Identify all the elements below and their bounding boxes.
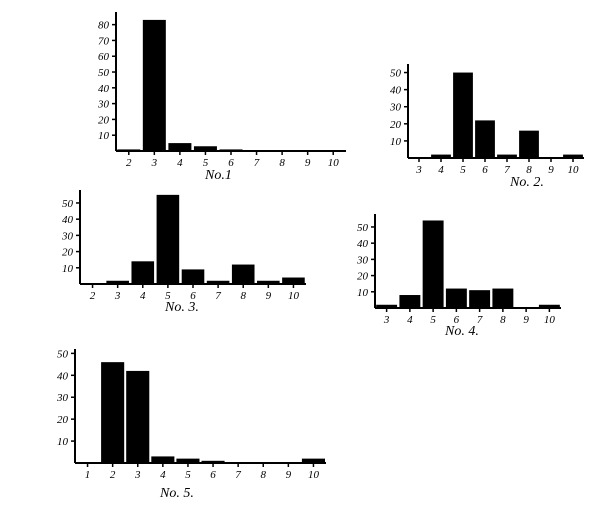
chart-no4: 1020304050345678910 <box>345 210 565 328</box>
y-tick-label: 10 <box>357 287 369 299</box>
y-tick-label: 30 <box>97 99 110 111</box>
y-tick-label: 50 <box>57 348 69 360</box>
x-tick-label: 10 <box>328 157 340 169</box>
x-tick-label: 3 <box>151 157 158 169</box>
bar <box>131 261 154 284</box>
chart-no1: 10203040506070802345678910 <box>80 8 350 173</box>
y-tick-label: 40 <box>98 83 110 95</box>
x-tick-label: 3 <box>114 290 121 302</box>
x-tick-label: 10 <box>288 290 300 302</box>
y-tick-label: 40 <box>57 370 69 382</box>
y-tick-label: 20 <box>357 271 369 283</box>
y-tick-label: 30 <box>56 392 69 404</box>
chart-no2: 1020304050345678910 <box>378 60 588 178</box>
x-tick-label: 7 <box>235 469 241 481</box>
y-tick-label: 20 <box>390 119 402 131</box>
x-tick-label: 4 <box>140 290 146 302</box>
y-tick-label: 40 <box>357 238 369 250</box>
x-tick-label: 5 <box>460 164 466 176</box>
bar <box>475 120 495 158</box>
bar <box>469 290 490 308</box>
x-tick-label: 5 <box>185 469 191 481</box>
y-tick-label: 20 <box>98 114 110 126</box>
y-tick-label: 50 <box>390 68 402 80</box>
x-tick-label: 3 <box>383 314 390 326</box>
x-tick-label: 3 <box>134 469 141 481</box>
bar <box>182 269 205 284</box>
bar <box>126 371 149 463</box>
chart-label-no1: No.1 <box>205 168 232 184</box>
x-tick-label: 4 <box>160 469 166 481</box>
x-tick-label: 4 <box>438 164 444 176</box>
x-tick-label: 9 <box>286 469 292 481</box>
y-tick-label: 70 <box>98 35 110 47</box>
y-tick-label: 40 <box>62 214 74 226</box>
y-tick-label: 20 <box>62 247 74 259</box>
chart-label-no2: No. 2. <box>510 175 544 191</box>
x-tick-label: 8 <box>261 469 267 481</box>
bar <box>423 220 444 308</box>
x-tick-label: 6 <box>210 469 216 481</box>
y-tick-label: 30 <box>356 254 369 266</box>
x-tick-label: 3 <box>415 164 422 176</box>
x-tick-label: 2 <box>110 469 116 481</box>
chart-label-no5: No. 5. <box>160 486 194 502</box>
bar <box>101 362 124 463</box>
y-tick-label: 50 <box>62 198 74 210</box>
y-tick-label: 10 <box>57 436 69 448</box>
x-tick-label: 2 <box>90 290 96 302</box>
bar <box>453 73 473 158</box>
y-tick-label: 50 <box>98 67 110 79</box>
y-tick-label: 50 <box>357 222 369 234</box>
x-tick-label: 10 <box>544 314 556 326</box>
bar <box>232 265 255 284</box>
bar <box>143 20 166 151</box>
chart-label-no4: No. 4. <box>445 324 479 340</box>
y-tick-label: 10 <box>390 136 402 148</box>
chart-no3: 10203040502345678910 <box>50 186 310 304</box>
x-tick-label: 8 <box>240 290 246 302</box>
x-tick-label: 1 <box>85 469 91 481</box>
bar <box>519 131 539 158</box>
x-tick-label: 9 <box>523 314 529 326</box>
chart-label-no3: No. 3. <box>165 300 199 316</box>
x-tick-label: 7 <box>254 157 260 169</box>
x-tick-label: 4 <box>177 157 183 169</box>
x-tick-label: 8 <box>500 314 506 326</box>
x-tick-label: 6 <box>482 164 488 176</box>
x-tick-label: 4 <box>407 314 413 326</box>
bar <box>399 295 420 308</box>
x-tick-label: 7 <box>215 290 221 302</box>
y-tick-label: 60 <box>98 51 110 63</box>
y-tick-label: 40 <box>390 85 402 97</box>
x-tick-label: 9 <box>548 164 554 176</box>
x-tick-label: 8 <box>279 157 285 169</box>
bar <box>168 143 191 151</box>
y-tick-label: 10 <box>62 263 74 275</box>
y-tick-label: 10 <box>98 130 110 142</box>
x-tick-label: 5 <box>430 314 436 326</box>
x-tick-label: 10 <box>568 164 580 176</box>
x-tick-label: 9 <box>305 157 311 169</box>
x-tick-label: 2 <box>126 157 132 169</box>
y-tick-label: 80 <box>98 20 110 32</box>
y-tick-label: 20 <box>57 414 69 426</box>
chart-no5: 10 20 30 40 50 1 2 3 4 5 6 7 8 9 10 <box>45 345 330 483</box>
y-tick-label: 30 <box>61 230 74 242</box>
x-tick-label: 10 <box>308 469 320 481</box>
x-tick-label: 9 <box>266 290 272 302</box>
bar <box>157 195 180 284</box>
y-tick-label: 30 <box>389 102 402 114</box>
bar <box>492 289 513 308</box>
bar <box>446 289 467 308</box>
